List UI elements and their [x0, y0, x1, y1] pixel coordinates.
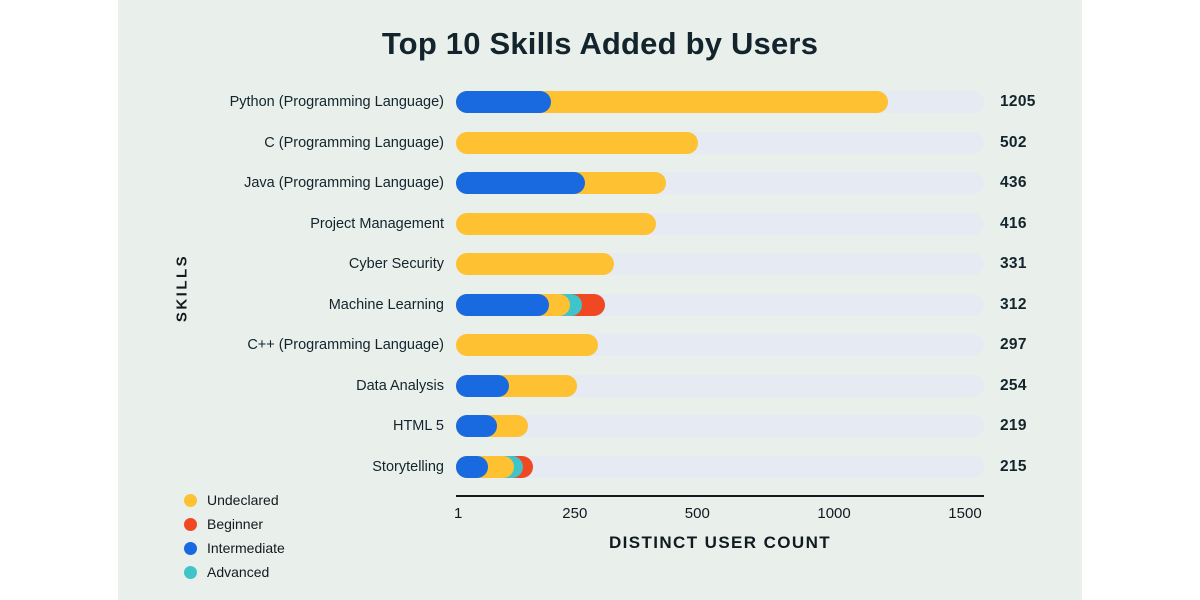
bar-value: 297	[1000, 336, 1027, 354]
legend-label: Advanced	[207, 564, 270, 580]
bar-value: 215	[1000, 457, 1027, 475]
bar-track-cell	[456, 131, 984, 154]
bar-value: 416	[1000, 214, 1027, 232]
bar-segment-undeclared	[456, 334, 598, 357]
bar-track-cell	[456, 91, 984, 114]
bar-segment-intermediate	[456, 415, 498, 438]
bar-value: 1205	[1000, 93, 1036, 111]
legend-dot-intermediate	[184, 541, 197, 555]
bar-segment-intermediate	[456, 374, 510, 397]
skill-label: Java (Programming Language)	[244, 175, 444, 192]
bar-chart: Python (Programming Language) 1205 C (Prog…	[118, 82, 1082, 553]
bar-track-cell	[456, 415, 984, 438]
chart-panel: Top 10 Skills Added by Users SKILLS Pyth…	[118, 0, 1082, 600]
legend-dot-beginner	[184, 517, 197, 531]
bar-track	[456, 172, 984, 195]
skill-label: HTML 5	[392, 418, 444, 435]
bar-rows: Python (Programming Language) 1205 C (Prog…	[118, 82, 1082, 487]
x-tick-label: 250	[562, 505, 588, 522]
legend-label: Beginner	[207, 516, 264, 532]
bar-track	[456, 455, 984, 478]
bar-track	[456, 293, 984, 316]
bar-segment-undeclared	[456, 131, 698, 154]
legend: Undeclared Beginner Intermediate Advanced	[184, 492, 285, 580]
skill-label: C (Programming Language)	[264, 134, 444, 151]
bar-track	[456, 253, 984, 276]
x-axis-cell: 1 250 500 1000 1500	[453, 495, 984, 525]
bar-track	[456, 91, 984, 114]
skill-label: Machine Learning	[328, 296, 444, 313]
x-tick-label: 1500	[948, 505, 982, 522]
y-axis-label: SKILLS	[173, 253, 191, 323]
legend-item: Beginner	[184, 516, 285, 532]
chart-title: Top 10 Skills Added by Users	[381, 26, 819, 61]
bar-row: C++ (Programming Language) 297	[118, 325, 1082, 366]
x-tick-label: 500	[684, 505, 710, 522]
bar-track	[456, 374, 984, 397]
skill-label: Storytelling	[372, 458, 444, 475]
bar-track-cell	[456, 212, 984, 235]
skill-label: C++ (Programming Language)	[247, 337, 444, 354]
bar-segment-intermediate	[456, 293, 550, 316]
bar-track-cell	[456, 253, 984, 276]
bar-segment-undeclared	[456, 212, 657, 235]
x-axis-line	[456, 495, 984, 497]
legend-item: Intermediate	[184, 540, 285, 556]
bar-row: Java (Programming Language) 436	[118, 163, 1082, 204]
bar-segment-undeclared	[456, 253, 615, 276]
skill-label: Python (Programming Language)	[229, 94, 444, 111]
bar-row: Data Analysis 254	[118, 366, 1082, 407]
x-tick-label: 1	[453, 505, 463, 522]
bar-value: 502	[1000, 133, 1027, 151]
legend-item: Undeclared	[184, 492, 285, 508]
bar-value: 436	[1000, 174, 1027, 192]
x-axis-spacer	[118, 495, 456, 525]
bar-track	[456, 131, 984, 154]
skill-label: Project Management	[310, 215, 444, 232]
bar-value: 312	[1000, 295, 1027, 313]
bar-track-cell	[456, 455, 984, 478]
bar-segment-undeclared	[456, 91, 888, 114]
bar-value: 219	[1000, 417, 1027, 435]
bar-track	[456, 334, 984, 357]
bar-row: HTML 5 219	[118, 406, 1082, 447]
bar-segment-intermediate	[456, 91, 552, 114]
bar-track-cell	[456, 374, 984, 397]
bar-track	[456, 212, 984, 235]
skill-label: Data Analysis	[356, 377, 444, 394]
bar-segment-intermediate	[456, 455, 489, 478]
legend-dot-undeclared	[184, 493, 197, 507]
bar-track-cell	[456, 172, 984, 195]
bar-row: Machine Learning 312	[118, 285, 1082, 326]
legend-item: Advanced	[184, 564, 285, 580]
skill-label: Cyber Security	[348, 256, 444, 273]
bar-track-cell	[456, 293, 984, 316]
bar-track	[456, 415, 984, 438]
x-tick-label: 1000	[817, 505, 851, 522]
bar-value: 254	[1000, 376, 1027, 394]
bar-value: 331	[1000, 255, 1027, 273]
legend-label: Intermediate	[207, 540, 285, 556]
legend-dot-advanced	[184, 565, 197, 579]
x-axis-ticks: 1 250 500 1000 1500	[453, 505, 984, 525]
x-axis: 1 250 500 1000 1500	[118, 495, 1082, 525]
bar-row: Storytelling 215	[118, 447, 1082, 488]
bar-row: Python (Programming Language) 1205	[118, 82, 1082, 123]
x-axis-label: DISTINCT USER COUNT	[608, 533, 832, 552]
bar-row: Cyber Security 331	[118, 244, 1082, 285]
bar-segment-intermediate	[456, 172, 585, 195]
legend-label: Undeclared	[207, 492, 279, 508]
bar-track-cell	[456, 334, 984, 357]
bar-row: Project Management 416	[118, 204, 1082, 245]
bar-row: C (Programming Language) 502	[118, 123, 1082, 164]
